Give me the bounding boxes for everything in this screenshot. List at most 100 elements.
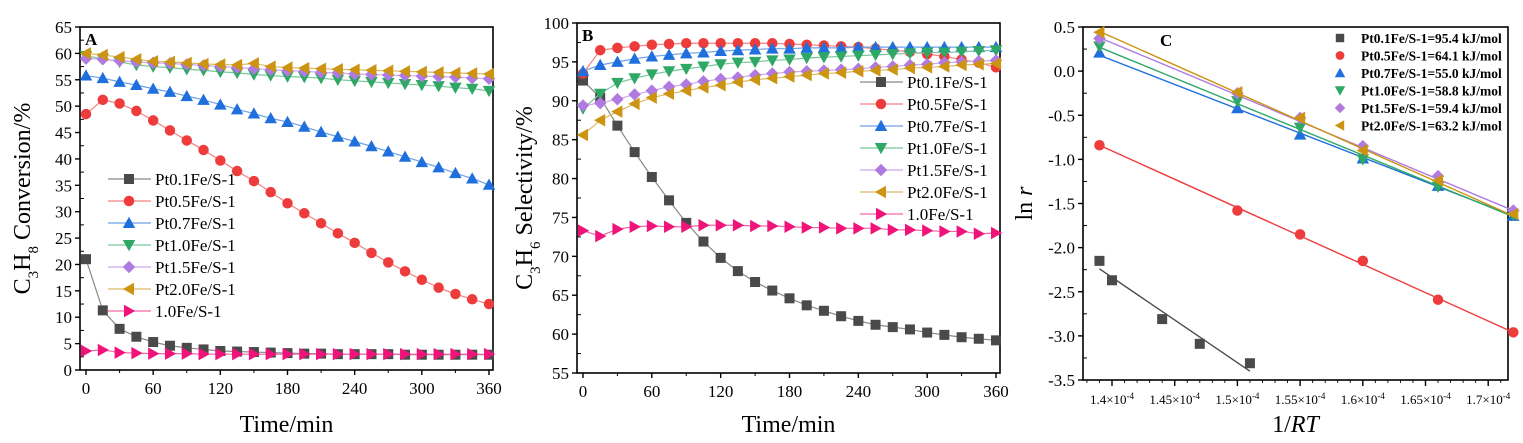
y-tick-label: 95	[552, 53, 569, 72]
data-point	[903, 48, 917, 60]
y-tick-label: 35	[55, 176, 72, 195]
tick-mantissa: 1.55×10	[1275, 392, 1318, 407]
data-point	[81, 344, 93, 358]
data-point	[628, 88, 641, 101]
y-tick-label: 70	[552, 247, 569, 266]
data-point	[113, 50, 125, 64]
data-point	[576, 128, 588, 142]
data-point	[146, 55, 159, 68]
panel-b-selectivity-chart: 55 60 65 70 75 80 85 90 95 100 0 60 120 180 240 300 360 T…	[512, 14, 1009, 438]
data-point	[232, 347, 244, 361]
data-point	[248, 347, 261, 361]
legend-label: Pt2.0Fe/S-1	[155, 280, 236, 299]
y-tick-label: 40	[55, 150, 72, 169]
ylabel-subscript: 3	[528, 266, 544, 274]
data-point	[938, 60, 950, 73]
data-point	[465, 67, 478, 80]
data-point	[114, 346, 126, 359]
legend-item: Pt1.5Fe/S-1	[108, 258, 236, 277]
legend-label: Pt0.1Fe/S-1	[155, 170, 236, 189]
data-point	[834, 66, 847, 80]
legend-item: Pt1.5Fe/S-1=59.4 kJ/mol	[1334, 101, 1502, 116]
data-point	[131, 346, 143, 360]
legend-item: Pt0.1Fe/S-1	[108, 170, 236, 189]
data-point	[1157, 314, 1168, 325]
data-point	[989, 57, 1001, 70]
y-tick-label: 0	[64, 361, 73, 380]
data-point	[180, 89, 193, 102]
data-point	[197, 57, 209, 71]
data-point	[852, 64, 864, 78]
data-point	[697, 61, 710, 73]
legend-marker	[1335, 33, 1345, 43]
data-point	[869, 49, 882, 62]
data-point	[1508, 327, 1519, 338]
data-point	[593, 58, 607, 70]
data-point	[646, 39, 658, 51]
data-point	[181, 135, 192, 146]
data-point	[332, 347, 345, 361]
data-point	[97, 343, 110, 357]
data-point	[611, 77, 624, 90]
data-point	[97, 305, 108, 316]
fit-line	[1099, 144, 1514, 333]
data-point	[817, 52, 831, 64]
data-point	[1293, 111, 1306, 125]
data-point	[732, 37, 744, 49]
x-tick-label: 240	[342, 379, 368, 398]
data-point	[1231, 86, 1243, 99]
legend-item: Pt0.1Fe/S-1	[860, 73, 988, 92]
legend-label: Pt2.0Fe/S-1	[907, 183, 988, 202]
x-tick-label: 0	[82, 379, 91, 398]
data-point	[467, 347, 479, 361]
data-point	[147, 115, 159, 126]
data-point	[432, 161, 445, 173]
panel-a-conversion-chart: 0 5 10 15 20 25 30 35 40 45 50 55 60 65 0 60 120 180 240 30…	[10, 18, 502, 438]
data-point	[1194, 338, 1205, 349]
y-tick-label: 60	[552, 325, 569, 344]
ylabel-part: Selectivity/%	[512, 106, 538, 241]
data-point	[989, 45, 1003, 57]
legend-label: Pt1.5Fe/S-1	[155, 258, 236, 277]
data-point	[281, 115, 294, 127]
data-point	[314, 73, 328, 85]
legend-item: Pt2.0Fe/S-1	[108, 280, 236, 299]
data-point	[114, 98, 125, 109]
data-point	[783, 54, 796, 66]
data-point	[750, 277, 761, 287]
data-point	[415, 155, 429, 168]
series-pt2-0fe-s-1	[79, 47, 494, 81]
data-point	[248, 175, 260, 187]
legend-marker	[874, 185, 886, 199]
data-point	[852, 40, 865, 53]
data-point	[247, 69, 261, 81]
data-point	[316, 347, 328, 361]
data-point	[382, 77, 395, 90]
x-tick-label: 180	[777, 382, 803, 401]
data-point	[164, 347, 177, 360]
data-point	[593, 113, 606, 127]
data-point	[834, 51, 848, 63]
data-point	[714, 78, 726, 92]
data-point	[818, 221, 831, 234]
data-point	[348, 75, 361, 88]
y-tick-label: 75	[552, 208, 569, 227]
data-point	[382, 145, 395, 157]
tick-exponent: -4	[1252, 391, 1260, 401]
data-point	[230, 103, 244, 115]
x-tick-label: 1.7×10-4	[1466, 391, 1511, 407]
data-point	[96, 48, 108, 62]
data-point	[664, 220, 676, 234]
legend-item: Pt2.0Fe/S-1	[860, 183, 988, 202]
series-pt0-7fe-s-1	[79, 69, 496, 190]
data-point	[611, 105, 623, 118]
x-axis-title: 1/RT	[1272, 412, 1320, 438]
data-point	[1093, 26, 1105, 39]
data-point	[991, 226, 1003, 240]
data-point	[697, 81, 709, 94]
data-point	[181, 347, 193, 360]
legend-marker	[1334, 120, 1345, 131]
data-point	[197, 93, 210, 105]
legend-marker	[874, 163, 888, 177]
data-point	[955, 58, 967, 72]
